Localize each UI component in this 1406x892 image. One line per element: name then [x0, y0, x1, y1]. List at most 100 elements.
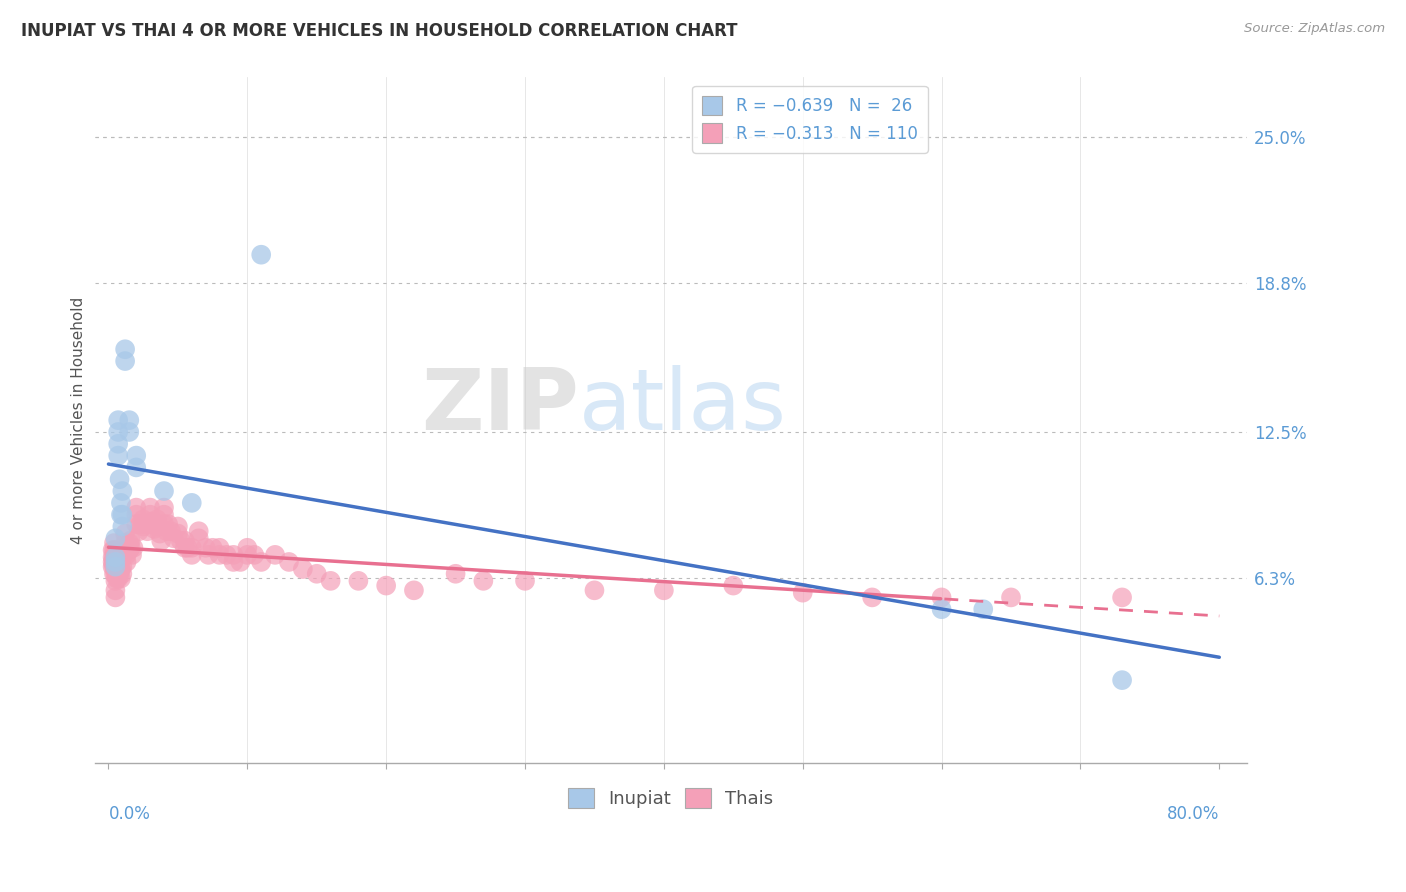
Point — [110, 562, 132, 576]
Point — [250, 248, 273, 262]
Point — [222, 548, 245, 562]
Point — [583, 583, 606, 598]
Point — [160, 524, 183, 539]
Point — [105, 566, 128, 581]
Point — [105, 555, 128, 569]
Point — [103, 550, 125, 565]
Y-axis label: 4 or more Vehicles in Household: 4 or more Vehicles in Household — [72, 296, 86, 544]
Point — [129, 517, 152, 532]
Point — [114, 536, 136, 550]
Point — [208, 541, 231, 555]
Point — [201, 541, 224, 555]
Point — [104, 559, 127, 574]
Point — [132, 512, 155, 526]
Point — [1000, 591, 1022, 605]
Point — [187, 531, 209, 545]
Point — [1111, 591, 1133, 605]
Point — [305, 566, 328, 581]
Point — [250, 555, 273, 569]
Point — [118, 536, 141, 550]
Point — [111, 484, 134, 499]
Point — [104, 559, 127, 574]
Point — [105, 559, 128, 574]
Point — [104, 555, 127, 569]
Point — [931, 602, 953, 616]
Point — [208, 548, 231, 562]
Point — [136, 524, 159, 539]
Point — [105, 572, 128, 586]
Point — [146, 512, 169, 526]
Point — [347, 574, 370, 588]
Point — [104, 583, 127, 598]
Point — [104, 591, 127, 605]
Point — [111, 519, 134, 533]
Point — [104, 550, 127, 565]
Point — [111, 559, 134, 574]
Point — [114, 343, 136, 357]
Point — [101, 559, 124, 574]
Point — [111, 508, 134, 522]
Point — [128, 524, 150, 539]
Point — [173, 533, 195, 548]
Point — [120, 541, 142, 555]
Point — [236, 541, 259, 555]
Point — [229, 555, 252, 569]
Point — [122, 541, 145, 555]
Point — [118, 425, 141, 439]
Point — [723, 578, 745, 592]
Point — [141, 515, 163, 529]
Point — [108, 566, 131, 581]
Point — [176, 541, 198, 555]
Legend: Inupiat, Thais: Inupiat, Thais — [561, 781, 780, 815]
Point — [167, 519, 190, 533]
Point — [143, 522, 166, 536]
Point — [146, 519, 169, 533]
Point — [118, 543, 141, 558]
Point — [117, 541, 139, 555]
Point — [150, 533, 173, 548]
Point — [180, 541, 202, 555]
Point — [121, 548, 143, 562]
Text: 80.0%: 80.0% — [1167, 805, 1219, 823]
Point — [107, 572, 129, 586]
Text: Source: ZipAtlas.com: Source: ZipAtlas.com — [1244, 22, 1385, 36]
Point — [149, 526, 172, 541]
Point — [194, 541, 217, 555]
Point — [101, 543, 124, 558]
Point — [114, 354, 136, 368]
Point — [104, 531, 127, 545]
Point — [139, 508, 162, 522]
Point — [931, 591, 953, 605]
Point — [652, 583, 675, 598]
Point — [107, 558, 129, 572]
Point — [402, 583, 425, 598]
Point — [107, 449, 129, 463]
Point — [215, 548, 238, 562]
Point — [236, 548, 259, 562]
Point — [107, 425, 129, 439]
Point — [103, 536, 125, 550]
Point — [860, 591, 883, 605]
Point — [103, 555, 125, 569]
Point — [115, 548, 138, 562]
Text: ZIP: ZIP — [420, 365, 579, 448]
Point — [375, 578, 398, 592]
Point — [107, 413, 129, 427]
Point — [153, 517, 176, 532]
Point — [972, 602, 994, 616]
Point — [167, 526, 190, 541]
Point — [114, 543, 136, 558]
Point — [110, 572, 132, 586]
Point — [153, 500, 176, 515]
Point — [513, 574, 536, 588]
Point — [139, 500, 162, 515]
Point — [163, 531, 186, 545]
Point — [444, 566, 467, 581]
Point — [125, 517, 148, 532]
Point — [104, 555, 127, 569]
Point — [101, 555, 124, 569]
Point — [153, 484, 176, 499]
Point — [173, 541, 195, 555]
Point — [104, 543, 127, 558]
Point — [104, 574, 127, 588]
